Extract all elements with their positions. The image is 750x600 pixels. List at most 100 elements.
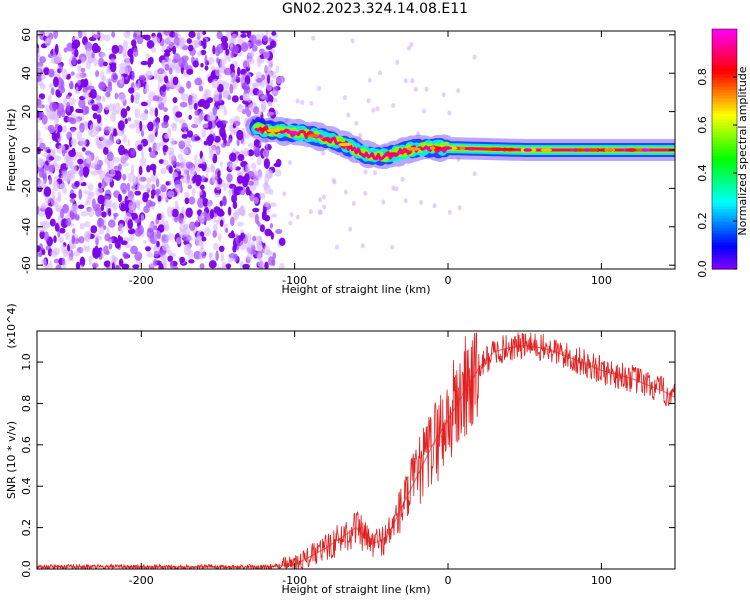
spectrogram-plot-area <box>37 31 675 269</box>
noise-speck <box>191 96 198 105</box>
noise-speck <box>265 93 269 102</box>
noise-speck <box>155 178 160 188</box>
noise-speck <box>135 122 140 129</box>
noise-speck <box>66 42 73 52</box>
noise-speck <box>153 225 158 230</box>
noise-speck <box>37 116 42 123</box>
noise-speck <box>253 148 262 158</box>
noise-speck <box>216 31 223 40</box>
noise-speck <box>236 175 244 184</box>
noise-speck <box>43 186 52 197</box>
colorbar-segment <box>712 89 737 93</box>
signal-blob <box>625 148 637 152</box>
noise-speck <box>120 182 128 193</box>
noise-speck <box>183 246 191 256</box>
colorbar-segment <box>712 251 737 255</box>
noise-speck <box>213 223 218 232</box>
noise-speck <box>105 78 113 83</box>
noise-speck <box>82 92 90 99</box>
noise-speck <box>198 189 203 196</box>
noise-speck <box>84 200 90 206</box>
noise-speck <box>263 158 270 170</box>
noise-speck <box>197 197 205 209</box>
noise-speck <box>269 223 274 229</box>
noise-speck <box>188 259 195 264</box>
noise-speck <box>246 58 251 69</box>
noise-speck <box>69 82 74 90</box>
noise-speck <box>122 173 127 181</box>
noise-speck <box>289 212 294 218</box>
noise-speck <box>300 99 305 105</box>
noise-speck <box>103 34 111 42</box>
noise-speck <box>284 117 289 123</box>
noise-speck <box>114 239 121 249</box>
colorbar-segment <box>712 119 737 123</box>
noise-speck <box>180 206 185 214</box>
noise-speck <box>161 59 166 67</box>
noise-speck <box>173 53 181 63</box>
noise-speck <box>231 193 238 204</box>
noise-speck <box>37 97 43 109</box>
noise-speck <box>72 228 76 234</box>
y-axis-label: SNR (10 * v/v) <box>5 421 18 499</box>
noise-speck <box>108 103 115 112</box>
noise-speck <box>87 183 94 192</box>
noise-speck <box>131 70 135 81</box>
noise-speck <box>245 163 251 171</box>
noise-speck <box>248 52 254 57</box>
noise-speck <box>128 201 136 211</box>
noise-speck <box>162 145 169 152</box>
colorbar-segment <box>712 38 737 42</box>
noise-speck <box>270 70 277 80</box>
noise-speck <box>143 239 147 245</box>
noise-speck <box>90 162 97 170</box>
noise-speck <box>70 138 77 147</box>
noise-speck <box>117 193 123 203</box>
noise-speck <box>218 232 222 242</box>
noise-speck <box>168 233 174 240</box>
noise-speck <box>213 243 219 251</box>
colorbar-tick-label: 0.4 <box>696 164 709 182</box>
noise-speck <box>124 118 128 125</box>
colorbar-segment <box>712 41 737 45</box>
noise-speck <box>74 214 80 221</box>
noise-speck <box>342 95 347 101</box>
noise-speck <box>93 233 100 239</box>
noise-speck <box>69 198 76 203</box>
noise-speck <box>223 183 227 192</box>
noise-speck <box>187 44 194 52</box>
noise-speck <box>366 98 371 104</box>
noise-speck <box>79 168 84 177</box>
noise-speck <box>217 177 223 185</box>
colorbar-segment <box>712 257 737 261</box>
noise-speck <box>57 215 62 226</box>
noise-speck <box>101 75 107 82</box>
noise-speck <box>153 230 162 242</box>
noise-speck <box>373 170 378 176</box>
noise-speck <box>308 209 313 215</box>
noise-speck <box>58 236 64 244</box>
noise-speck <box>146 177 152 185</box>
noise-speck <box>225 48 230 56</box>
noise-speck <box>116 138 120 144</box>
noise-speck <box>182 171 187 178</box>
noise-speck <box>58 168 62 175</box>
noise-speck <box>137 224 144 235</box>
colorbar-segment <box>712 110 737 114</box>
noise-speck <box>201 236 207 242</box>
noise-speck <box>228 162 237 171</box>
signal-blob <box>429 146 436 150</box>
noise-speck <box>112 156 120 163</box>
colorbar-segment <box>712 188 737 192</box>
noise-speck <box>222 81 230 90</box>
noise-speck <box>186 68 194 75</box>
noise-speck <box>409 42 414 47</box>
noise-speck <box>100 52 106 58</box>
noise-speck <box>148 147 152 153</box>
colorbar-segment <box>712 185 737 189</box>
noise-speck <box>213 90 221 101</box>
colorbar-segment <box>712 203 737 207</box>
noise-speck <box>264 261 269 269</box>
noise-speck <box>176 161 180 167</box>
noise-speck <box>247 104 254 110</box>
